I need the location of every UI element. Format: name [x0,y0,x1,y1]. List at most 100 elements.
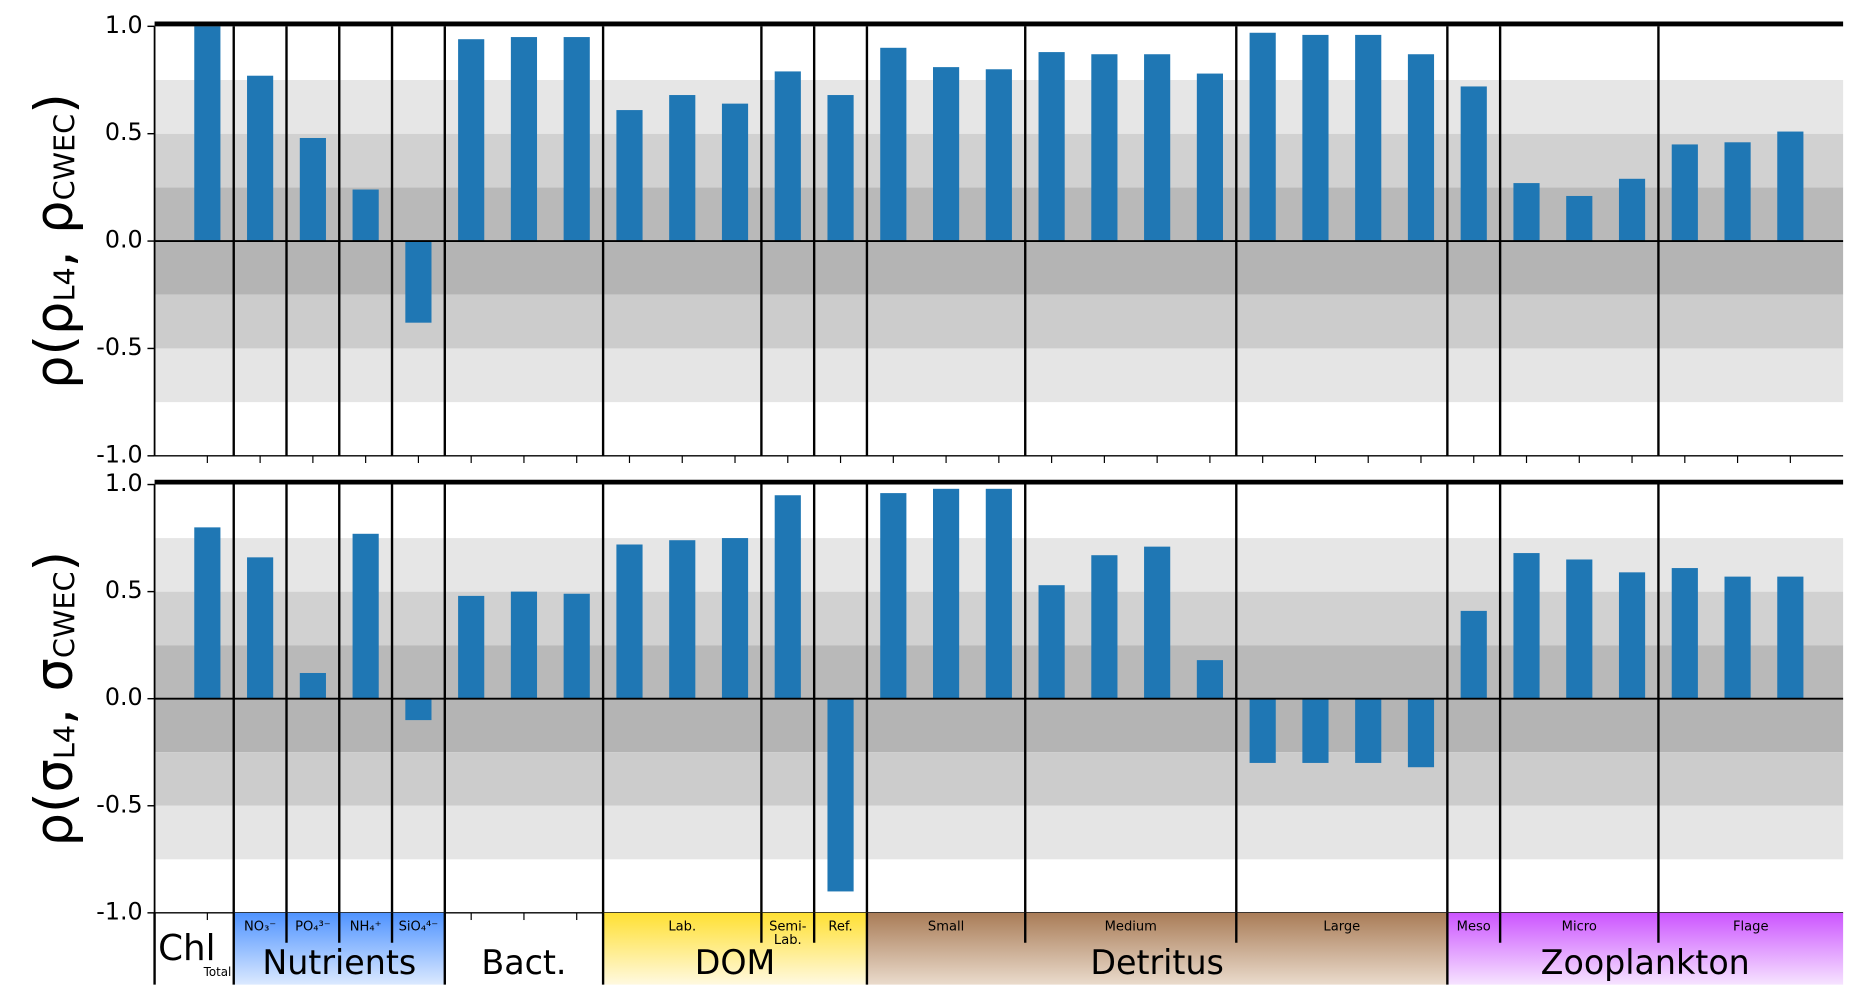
bar [1618,178,1646,242]
bar [563,37,590,242]
subgroup-label: Meso [1457,920,1491,935]
bar [1407,698,1435,768]
bar [721,538,749,699]
band [154,241,1844,295]
bar [1566,195,1593,242]
bar [932,67,960,242]
bar [1671,568,1698,699]
bar [1724,142,1751,242]
band [154,348,1844,403]
subgroup-label: Lab. [774,933,802,948]
bar [194,26,221,242]
y-axis-label-part: CWEC [48,114,82,201]
y-axis-label-part: ρ(ρ [24,302,85,389]
bar [1249,698,1276,763]
bar [1460,610,1487,699]
subgroup-label: Total [203,965,232,979]
group-label: Chl [158,928,215,969]
group-label: Zooplankton [1541,943,1750,982]
bar [1144,546,1171,699]
y-tick-label: -0.5 [96,790,142,818]
bar [985,69,1012,242]
group-box [603,912,867,985]
bar [1460,86,1487,242]
bar [299,137,326,242]
bar [458,595,485,699]
bar [721,103,749,242]
group-label: Detritus [1090,943,1224,982]
bar [1355,34,1382,242]
bar [510,37,538,242]
bar [1038,52,1065,242]
y-tick-label: 0.5 [105,576,143,604]
subgroup-label: Small [928,920,964,935]
y-tick-label: 0.0 [105,683,143,711]
bar [932,488,960,699]
subgroup-label: SiO₄⁴⁻ [399,920,439,935]
group-label: Nutrients [262,943,416,982]
y-axis-label: ρ(ρL4, ρCWEC) [24,93,85,389]
bar [458,39,485,242]
bar [985,488,1012,699]
bar [827,698,854,892]
bar [1355,698,1382,763]
y-axis-label-part: CWEC [48,571,82,658]
bar [1671,144,1698,242]
subgroup-label: Large [1323,920,1360,935]
bar [247,75,274,242]
y-tick-label: 0.5 [105,118,143,146]
bar [1196,73,1223,242]
bar [880,493,907,699]
bar [1302,34,1329,242]
bar [563,593,590,699]
subgroup-label: Medium [1105,920,1157,935]
bar [352,533,379,699]
bar [1249,32,1276,242]
bar [1513,553,1540,699]
y-tick-label: 0.0 [105,226,143,254]
y-axis-label-part: L4 [48,725,82,759]
subgroup-label: Ref. [828,920,852,935]
band [154,698,1844,753]
bar [299,672,326,699]
band [154,752,1844,806]
subgroup-label: Lab. [668,920,696,935]
bar [405,241,432,323]
bar [405,698,432,721]
bar [1777,131,1804,242]
y-tick-label: -1.0 [96,440,142,468]
subgroup-label: Micro [1562,920,1597,935]
y-tick-label: 1.0 [105,11,143,39]
bar [774,495,801,699]
subgroup-label: NH₄⁺ [350,920,382,935]
bar [669,95,696,242]
y-axis-label: ρ(σL4, σCWEC) [24,551,85,847]
bar [1777,576,1804,699]
y-tick-label: -0.5 [96,333,142,361]
bar [352,189,379,242]
bar [194,527,221,699]
bar [827,95,854,242]
bar [669,540,696,699]
subgroup-label: Flage [1733,920,1769,935]
band [154,805,1844,860]
bar [1091,54,1118,242]
group-box [1447,912,1844,985]
group-box [866,912,1448,985]
band [154,294,1844,349]
bar [510,591,538,699]
y-axis-label-part: ) [24,551,85,572]
bar [1566,559,1593,699]
bar [616,544,643,699]
y-tick-label: -1.0 [96,897,142,925]
bar [1513,183,1540,242]
bar [1091,555,1118,699]
bar [1196,660,1223,699]
bar [1038,585,1065,699]
y-axis-label-part: ) [24,93,85,114]
bar [1618,572,1646,699]
y-axis-label-part: , σ [24,658,85,725]
bar [616,110,643,242]
